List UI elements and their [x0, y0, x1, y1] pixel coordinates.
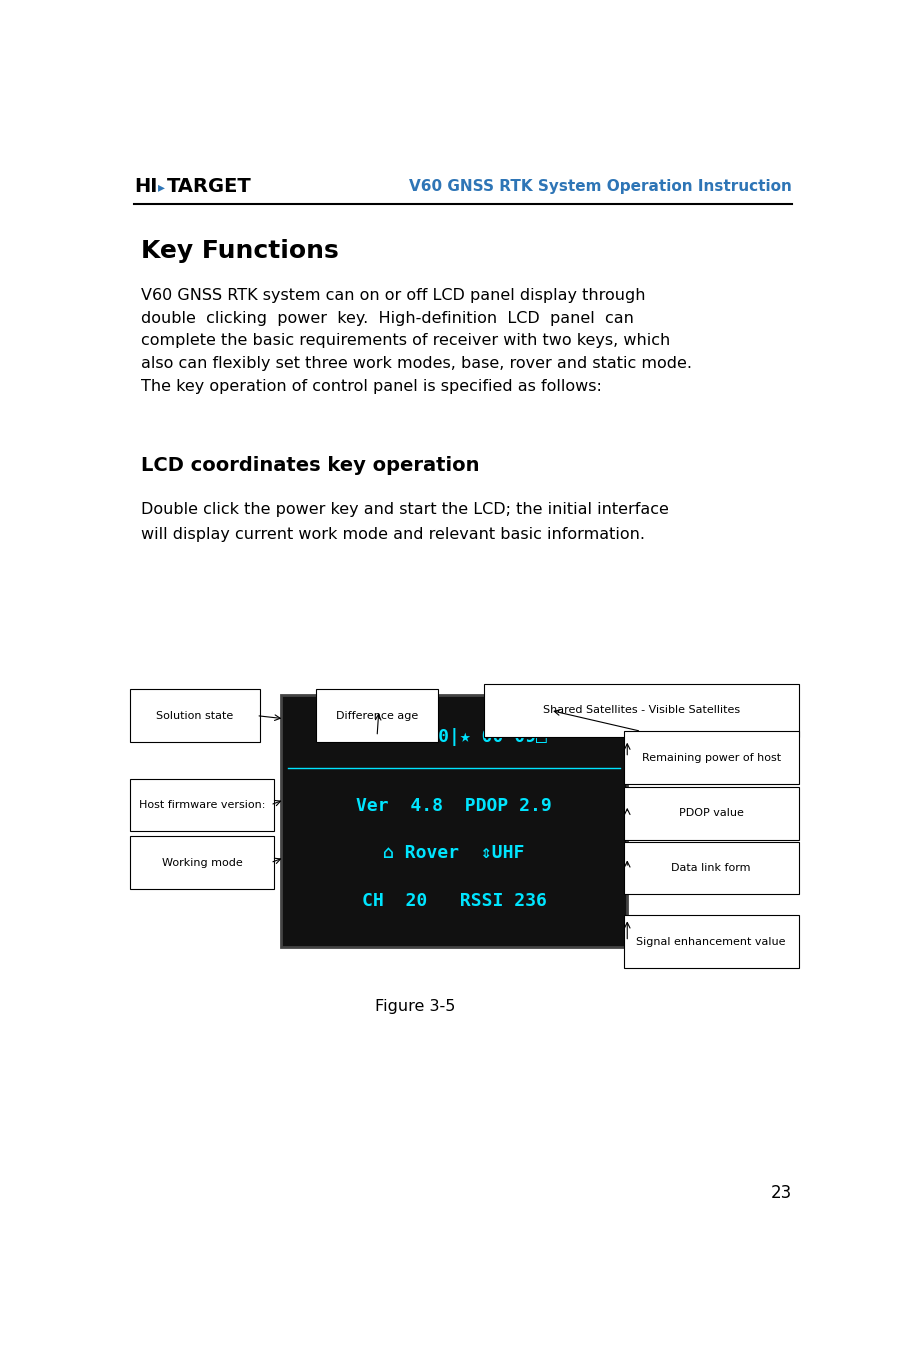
Text: ⌂ Rover  ⇕UHF: ⌂ Rover ⇕UHF — [383, 845, 524, 863]
Text: V60 GNSS RTK System Operation Instruction: V60 GNSS RTK System Operation Instructio… — [409, 179, 791, 194]
Text: Remaining power of host: Remaining power of host — [641, 752, 780, 763]
FancyBboxPatch shape — [623, 732, 798, 784]
Text: 23: 23 — [769, 1185, 791, 1203]
Text: LCD coordinates key operation: LCD coordinates key operation — [141, 456, 479, 475]
Text: Working mode: Working mode — [161, 857, 243, 868]
Text: Key Functions: Key Functions — [141, 239, 338, 263]
Text: Solution state: Solution state — [156, 711, 234, 721]
FancyBboxPatch shape — [623, 842, 798, 894]
Text: HI: HI — [133, 177, 157, 197]
Text: Host firmware version:: Host firmware version: — [139, 800, 265, 809]
Text: Data link form: Data link form — [671, 863, 750, 874]
Text: Shared Satellites - Visible Satellites: Shared Satellites - Visible Satellites — [542, 706, 739, 715]
Text: Figure 3-5: Figure 3-5 — [375, 999, 456, 1014]
Text: Signal enhancement value: Signal enhancement value — [636, 936, 785, 946]
FancyBboxPatch shape — [281, 695, 627, 947]
FancyBboxPatch shape — [130, 778, 273, 831]
FancyBboxPatch shape — [623, 788, 798, 839]
Text: Auto  00|★ 00-09□: Auto 00|★ 00-09□ — [361, 729, 546, 747]
Text: ▸: ▸ — [158, 180, 164, 194]
Text: Difference age: Difference age — [336, 711, 418, 721]
FancyBboxPatch shape — [130, 837, 273, 889]
FancyBboxPatch shape — [130, 689, 260, 743]
Text: V60 GNSS RTK system can on or off LCD panel display through
double  clicking  po: V60 GNSS RTK system can on or off LCD pa… — [141, 288, 691, 394]
Text: TARGET: TARGET — [167, 177, 252, 197]
Text: Ver  4.8  PDOP 2.9: Ver 4.8 PDOP 2.9 — [355, 797, 551, 815]
Text: PDOP value: PDOP value — [678, 808, 743, 819]
FancyBboxPatch shape — [316, 689, 437, 743]
FancyBboxPatch shape — [623, 916, 798, 968]
Text: CH  20   RSSI 236: CH 20 RSSI 236 — [361, 893, 546, 910]
Text: Double click the power key and start the LCD; the initial interface
will display: Double click the power key and start the… — [141, 502, 668, 542]
FancyBboxPatch shape — [483, 684, 798, 737]
